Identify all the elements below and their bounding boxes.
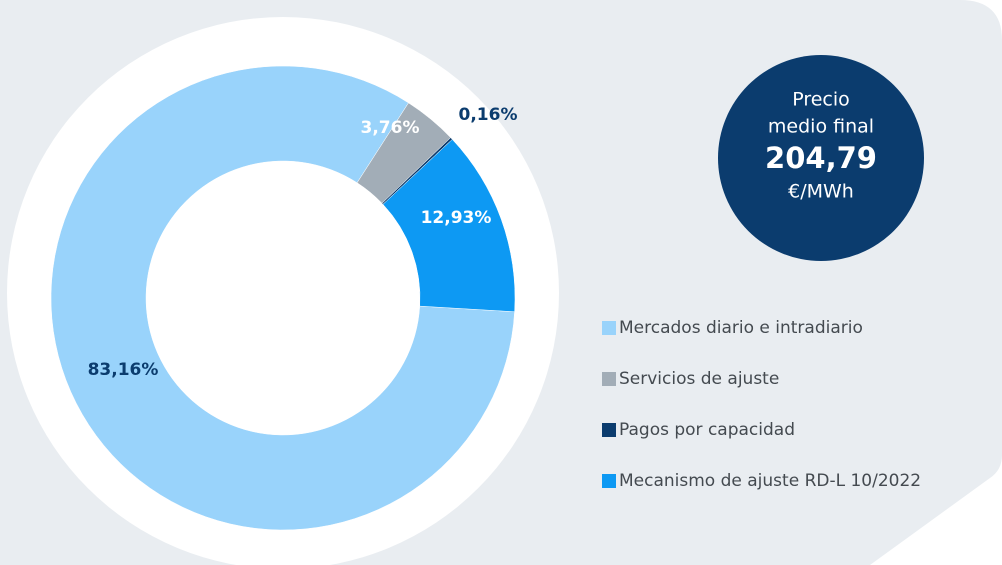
price-badge	[718, 55, 924, 261]
legend-label: Mecanismo de ajuste RD-L 10/2022	[619, 471, 921, 491]
legend-swatch	[602, 423, 616, 437]
legend-label: Pagos por capacidad	[619, 420, 795, 440]
slice-label: 83,16%	[88, 360, 159, 380]
slice-label: 0,16%	[459, 105, 518, 125]
price-value: 204,79	[765, 141, 877, 175]
legend-swatch	[602, 474, 616, 488]
donut-slice	[382, 138, 516, 313]
price-caption: Precio	[792, 89, 850, 111]
legend-swatch	[602, 321, 616, 335]
donut-slice	[50, 65, 515, 531]
price-caption: medio final	[768, 116, 874, 138]
legend-swatch	[602, 372, 616, 386]
legend-label: Servicios de ajuste	[619, 369, 779, 389]
legend-label: Mercados diario e intradiario	[619, 318, 863, 338]
slice-label: 12,93%	[421, 208, 492, 228]
price-unit: €/MWh	[788, 181, 854, 203]
slice-label: 3,76%	[361, 118, 420, 138]
